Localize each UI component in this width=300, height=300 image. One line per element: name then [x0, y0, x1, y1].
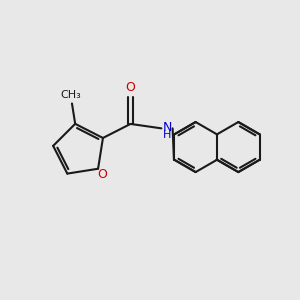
Text: O: O	[98, 168, 107, 181]
Text: N: N	[163, 121, 172, 134]
Text: H: H	[163, 130, 171, 140]
Text: O: O	[126, 81, 135, 94]
Text: CH₃: CH₃	[60, 90, 81, 100]
